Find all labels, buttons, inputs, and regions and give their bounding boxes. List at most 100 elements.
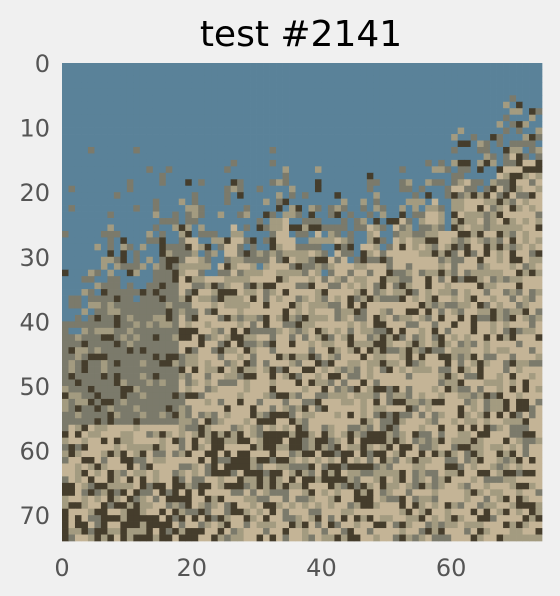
- heatmap-cell: [230, 179, 238, 187]
- heatmap-cell: [113, 457, 121, 464]
- heatmap-cell: [165, 476, 173, 484]
- heatmap-cell: [418, 159, 426, 167]
- heatmap-cell: [366, 457, 374, 464]
- heatmap-cell: [399, 450, 407, 458]
- heatmap-cell: [470, 340, 478, 348]
- heatmap-cell: [74, 243, 82, 251]
- heatmap-cell: [425, 302, 433, 309]
- heatmap-cell: [379, 224, 387, 232]
- heatmap-cell: [477, 289, 484, 296]
- heatmap-cell: [276, 360, 283, 367]
- heatmap-cell: [412, 489, 420, 497]
- heatmap-cell: [418, 185, 426, 193]
- heatmap-cell: [516, 75, 523, 83]
- heatmap-cell: [516, 353, 523, 361]
- heatmap-cell: [74, 172, 82, 180]
- heatmap-cell: [347, 166, 355, 174]
- heatmap-cell: [535, 95, 543, 103]
- heatmap-cell: [392, 95, 400, 103]
- heatmap-cell: [496, 185, 504, 193]
- heatmap-cell: [483, 302, 491, 309]
- heatmap-cell: [399, 134, 407, 141]
- heatmap-cell: [74, 63, 82, 70]
- heatmap-cell: [133, 327, 141, 335]
- heatmap-cell: [496, 469, 504, 477]
- heatmap-cell: [282, 360, 290, 367]
- heatmap-cell: [107, 347, 115, 355]
- heatmap-cell: [289, 392, 296, 400]
- heatmap-cell: [230, 153, 238, 161]
- heatmap-cell: [496, 243, 504, 251]
- heatmap-cell: [509, 198, 517, 206]
- heatmap-cell: [457, 192, 465, 199]
- heatmap-cell: [516, 489, 523, 497]
- heatmap-cell: [373, 218, 381, 225]
- heatmap-cell: [522, 224, 530, 232]
- heatmap-cell: [535, 121, 543, 128]
- heatmap-cell: [126, 140, 134, 148]
- heatmap-cell: [74, 192, 82, 199]
- heatmap-cell: [490, 166, 497, 174]
- heatmap-cell: [113, 385, 121, 393]
- heatmap-cell: [211, 379, 219, 387]
- heatmap-cell: [68, 321, 76, 329]
- heatmap-cell: [334, 289, 342, 296]
- heatmap-cell: [373, 211, 381, 219]
- heatmap-cell: [464, 437, 471, 445]
- heatmap-cell: [302, 153, 309, 161]
- heatmap-cell: [211, 211, 219, 219]
- heatmap-cell: [133, 218, 141, 225]
- heatmap-cell: [490, 146, 497, 154]
- heatmap-cell: [100, 444, 108, 451]
- heatmap-cell: [392, 250, 400, 258]
- heatmap-cell: [165, 159, 173, 167]
- heatmap-cell: [133, 431, 141, 438]
- heatmap-cell: [347, 314, 355, 322]
- heatmap-cell: [457, 482, 465, 490]
- heatmap-cell: [321, 314, 329, 322]
- heatmap-cell: [133, 75, 141, 83]
- heatmap-cell: [405, 385, 413, 393]
- heatmap-cell: [62, 450, 69, 458]
- heatmap-cell: [451, 289, 459, 296]
- heatmap-cell: [438, 424, 446, 432]
- heatmap-cell: [308, 457, 316, 464]
- heatmap-cell: [198, 250, 206, 258]
- heatmap-cell: [146, 95, 154, 103]
- heatmap-cell: [438, 327, 446, 335]
- heatmap-cell: [120, 218, 128, 225]
- heatmap-cell: [74, 444, 82, 451]
- heatmap-cell: [340, 263, 348, 271]
- heatmap-cell: [464, 88, 471, 96]
- heatmap-cell: [496, 192, 504, 199]
- heatmap-cell: [522, 153, 530, 161]
- heatmap-cell: [327, 457, 335, 464]
- heatmap-cell: [68, 269, 76, 277]
- heatmap-cell: [185, 398, 193, 406]
- heatmap-cell: [516, 321, 523, 329]
- heatmap-cell: [256, 230, 264, 238]
- heatmap-cell: [308, 482, 316, 490]
- heatmap-cell: [295, 476, 303, 484]
- heatmap-cell: [386, 444, 394, 451]
- heatmap-cell: [198, 88, 206, 96]
- heatmap-cell: [490, 159, 497, 167]
- heatmap-cell: [399, 88, 407, 96]
- heatmap-cell: [237, 224, 244, 232]
- heatmap-cell: [314, 250, 322, 258]
- heatmap-cell: [250, 101, 257, 109]
- heatmap-cell: [412, 334, 420, 342]
- heatmap-cell: [535, 179, 543, 187]
- heatmap-cell: [224, 198, 231, 206]
- heatmap-cell: [477, 166, 484, 174]
- heatmap-cell: [204, 101, 212, 109]
- heatmap-cell: [470, 308, 478, 316]
- heatmap-cell: [224, 243, 231, 251]
- heatmap-cell: [321, 476, 329, 484]
- heatmap-cell: [74, 159, 82, 167]
- heatmap-cell: [120, 469, 128, 477]
- heatmap-cell: [379, 411, 387, 419]
- heatmap-cell: [425, 379, 433, 387]
- heatmap-cell: [113, 166, 121, 174]
- heatmap-cell: [373, 263, 381, 271]
